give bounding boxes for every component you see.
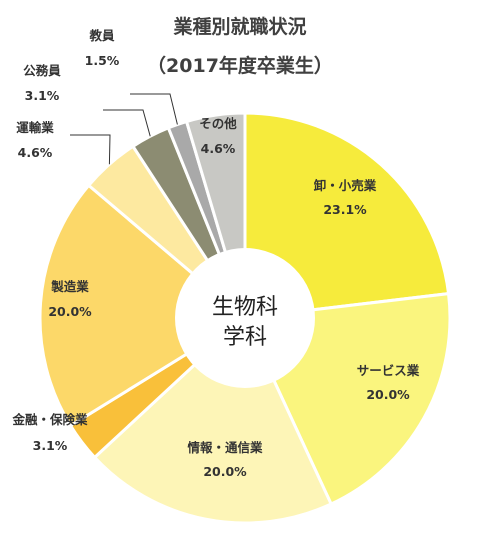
slice-value-label: 23.1% bbox=[323, 202, 367, 217]
center-hole bbox=[175, 248, 315, 388]
leader-line bbox=[103, 109, 151, 137]
slice-name-label: 製造業 bbox=[50, 279, 89, 294]
center-label-line2: 学科 bbox=[223, 325, 267, 350]
pie-slice bbox=[38, 183, 248, 428]
slice-name-label: その他 bbox=[199, 116, 237, 131]
slice-value-label: 3.1% bbox=[25, 88, 60, 103]
slice-name-label: 公務員 bbox=[23, 63, 61, 78]
chart-subtitle: （2017年度卒業生） bbox=[147, 54, 333, 77]
slice-name-label: サービス業 bbox=[357, 363, 420, 378]
slice-name-label: 教員 bbox=[88, 28, 115, 43]
leader-line bbox=[70, 134, 111, 165]
slice-name-label: 卸・小売業 bbox=[314, 178, 377, 193]
leader-line bbox=[130, 93, 178, 125]
slice-value-label: 4.6% bbox=[18, 145, 53, 160]
center-label-line1: 生物科 bbox=[212, 295, 278, 320]
pie-slice bbox=[243, 111, 451, 320]
slice-value-label: 4.6% bbox=[201, 141, 236, 156]
slice-value-label: 20.0% bbox=[48, 304, 92, 319]
slice-name-label: 金融・保険業 bbox=[11, 412, 88, 427]
slice-value-label: 20.0% bbox=[203, 464, 247, 479]
pie-slice bbox=[92, 315, 334, 525]
chart-title: 業種別就職状況 bbox=[172, 15, 306, 38]
slice-value-label: 20.0% bbox=[366, 387, 410, 402]
slice-value-label: 1.5% bbox=[85, 53, 120, 68]
slice-value-label: 3.1% bbox=[33, 438, 68, 453]
slice-name-label: 運輸業 bbox=[16, 120, 54, 135]
slice-name-label: 情報・通信業 bbox=[187, 440, 263, 455]
